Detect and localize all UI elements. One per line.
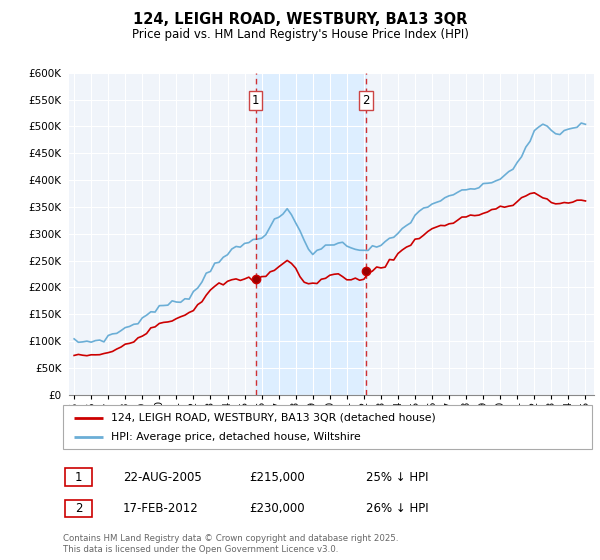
Text: £230,000: £230,000 [249,502,305,515]
Text: Contains HM Land Registry data © Crown copyright and database right 2025.
This d: Contains HM Land Registry data © Crown c… [63,534,398,554]
Text: 124, LEIGH ROAD, WESTBURY, BA13 3QR: 124, LEIGH ROAD, WESTBURY, BA13 3QR [133,12,467,27]
FancyBboxPatch shape [65,500,92,517]
Text: 17-FEB-2012: 17-FEB-2012 [123,502,199,515]
Text: Price paid vs. HM Land Registry's House Price Index (HPI): Price paid vs. HM Land Registry's House … [131,28,469,41]
Text: £215,000: £215,000 [249,470,305,484]
Text: 124, LEIGH ROAD, WESTBURY, BA13 3QR (detached house): 124, LEIGH ROAD, WESTBURY, BA13 3QR (det… [110,413,436,423]
Text: 2: 2 [75,502,82,515]
Text: 2: 2 [362,94,370,106]
Text: 22-AUG-2005: 22-AUG-2005 [123,470,202,484]
Text: HPI: Average price, detached house, Wiltshire: HPI: Average price, detached house, Wilt… [110,432,361,442]
Text: 1: 1 [252,94,259,106]
Text: 25% ↓ HPI: 25% ↓ HPI [366,470,428,484]
FancyBboxPatch shape [63,405,592,449]
Bar [256,73,366,395]
FancyBboxPatch shape [65,468,92,486]
Text: 1: 1 [75,470,82,484]
Text: 26% ↓ HPI: 26% ↓ HPI [366,502,428,515]
